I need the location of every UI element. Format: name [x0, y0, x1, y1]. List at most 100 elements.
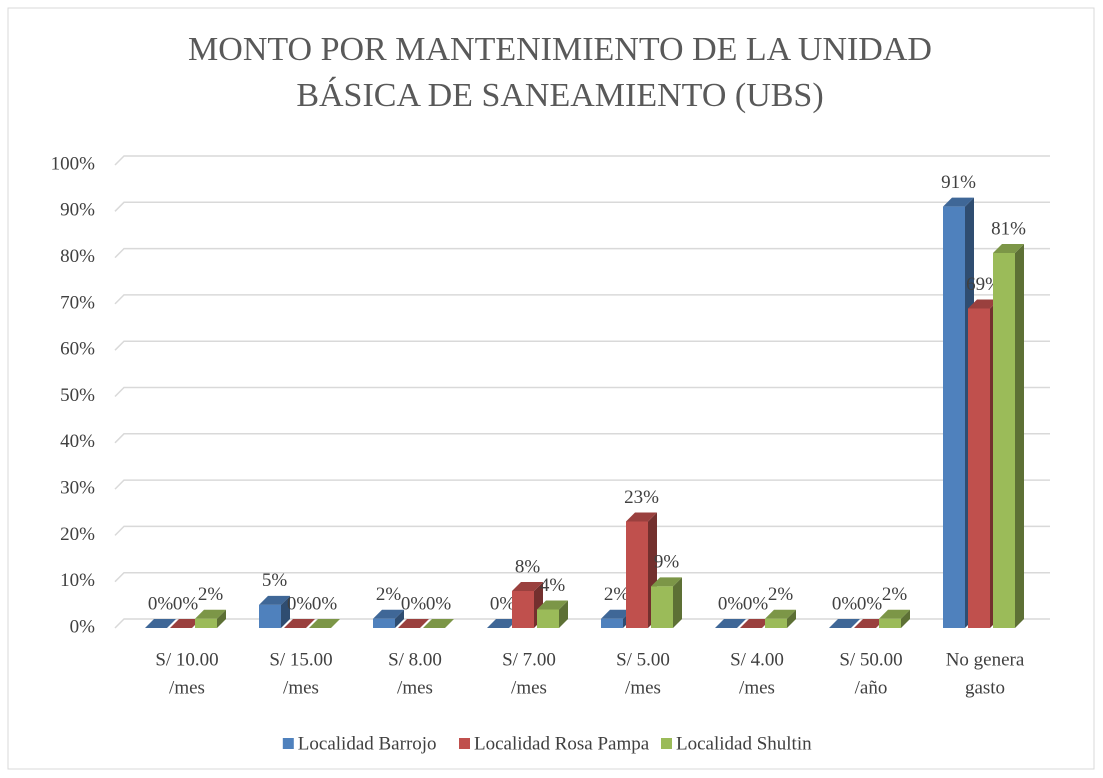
x-tick-label: /mes — [397, 677, 433, 698]
data-label: 0% — [401, 593, 427, 614]
data-label: 2% — [882, 584, 908, 605]
bar-side — [395, 609, 404, 628]
data-label: 2% — [768, 584, 794, 605]
bar-top — [993, 243, 1024, 253]
x-tick-label: S/ 15.00 — [269, 649, 332, 670]
bar-front — [879, 618, 901, 628]
y-tick-label: 50% — [60, 385, 95, 406]
x-tick-label: /mes — [169, 677, 205, 698]
bar-top — [284, 619, 315, 628]
bar — [626, 512, 657, 628]
bar-front — [968, 308, 990, 628]
bar — [854, 619, 885, 628]
data-label: 0% — [312, 593, 338, 614]
x-tick-label: S/ 50.00 — [839, 649, 902, 670]
data-label: 0% — [832, 593, 858, 614]
x-tick-label: /mes — [739, 677, 775, 698]
y-tick-label: 70% — [60, 292, 95, 313]
legend-swatch — [459, 738, 470, 749]
bar-side — [1015, 243, 1024, 628]
legend-label: Localidad Barrojo — [298, 733, 437, 754]
y-tick-label: 80% — [60, 246, 95, 267]
bar-top — [601, 609, 632, 619]
bar — [398, 619, 429, 628]
bar-top — [879, 609, 910, 619]
data-label: 0% — [173, 593, 199, 614]
chart-title: MONTO POR MANTENIMIENTO DE LA UNIDAD — [188, 31, 932, 68]
x-tick-label: /mes — [283, 677, 319, 698]
legend-label: Localidad Shultin — [676, 733, 812, 754]
x-tick-label: S/ 5.00 — [616, 649, 670, 670]
bar-side — [217, 609, 226, 628]
bar — [740, 619, 771, 628]
data-label: 9% — [654, 552, 680, 573]
bar-front — [626, 521, 648, 628]
bar-side — [787, 609, 796, 628]
data-label: 5% — [262, 570, 288, 591]
bar — [195, 609, 226, 628]
bar — [423, 619, 454, 628]
bar-top — [829, 619, 860, 628]
x-tick-label: S/ 7.00 — [502, 649, 556, 670]
y-tick-label: 60% — [60, 339, 95, 360]
data-label: 0% — [490, 593, 516, 614]
bar-front — [512, 590, 534, 628]
legend-label: Localidad Rosa Pampa — [474, 733, 650, 754]
bar — [284, 619, 315, 628]
data-label: 2% — [376, 584, 402, 605]
grid-line — [114, 340, 1050, 351]
bar — [715, 619, 746, 628]
grid-line — [114, 386, 1050, 398]
bar-front — [765, 618, 787, 628]
bar-front — [651, 586, 673, 628]
data-label: 2% — [198, 584, 224, 605]
x-tick-label: /año — [855, 677, 888, 698]
bar-side — [673, 577, 682, 628]
grid-line — [114, 294, 1050, 305]
y-tick-label: 20% — [60, 524, 95, 545]
bar — [829, 619, 860, 628]
data-label: 4% — [540, 575, 566, 596]
bar-top — [651, 577, 682, 587]
x-tick-label: S/ 10.00 — [155, 649, 218, 670]
bar-top — [765, 609, 796, 619]
bar-front — [537, 609, 559, 628]
bar-top — [854, 619, 885, 628]
data-label: 0% — [287, 593, 313, 614]
bar-top — [423, 619, 454, 628]
y-tick-label: 90% — [60, 200, 95, 221]
data-label: 0% — [718, 593, 744, 614]
y-tick-label: 100% — [51, 153, 96, 174]
bar-top — [715, 619, 746, 628]
bar — [259, 595, 290, 628]
data-label: 91% — [941, 172, 976, 193]
y-tick-label: 40% — [60, 431, 95, 452]
bar-top — [373, 609, 404, 619]
grid-line — [114, 247, 1050, 259]
bar-top — [398, 619, 429, 628]
bar — [651, 577, 682, 628]
bar-top — [487, 619, 518, 628]
y-tick-label: 10% — [60, 570, 95, 591]
data-label: 0% — [743, 593, 769, 614]
data-label: 8% — [515, 556, 541, 577]
bar-side — [901, 609, 910, 628]
data-label: 0% — [857, 593, 883, 614]
bar-top — [145, 619, 176, 628]
bar-top — [195, 609, 226, 619]
bar — [993, 243, 1024, 628]
chart-border — [7, 7, 1095, 770]
bar-front — [601, 618, 623, 628]
y-tick-label: 0% — [70, 616, 96, 637]
bar-top — [259, 595, 290, 605]
y-tick-label: 30% — [60, 477, 95, 498]
data-label: 23% — [624, 487, 659, 508]
x-tick-label: gasto — [965, 677, 1005, 698]
x-tick-label: /mes — [511, 677, 547, 698]
x-tick-label: /mes — [625, 677, 661, 698]
bar — [765, 609, 796, 628]
bar-top — [309, 619, 340, 628]
bar-top — [943, 197, 974, 207]
bar-front — [993, 252, 1015, 628]
chart-title: BÁSICA DE SANEAMIENTO (UBS) — [296, 77, 823, 114]
